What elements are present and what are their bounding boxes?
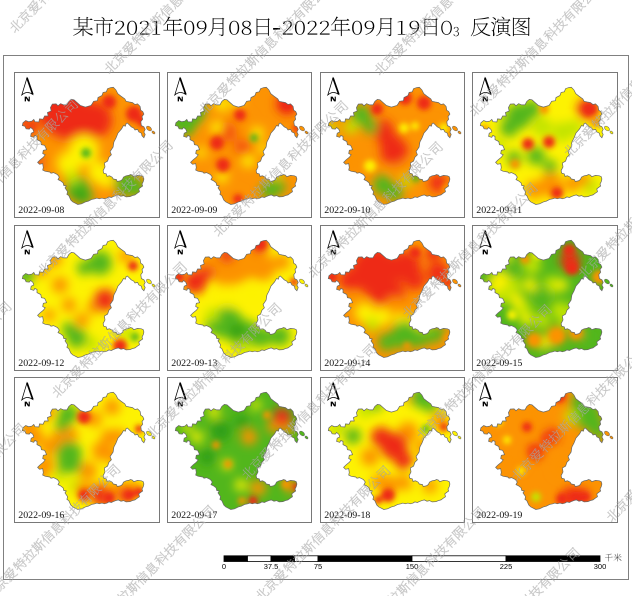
- svg-text:2022-09-15: 2022-09-15: [477, 358, 523, 369]
- svg-text:2022-09-19: 2022-09-19: [477, 510, 523, 521]
- svg-text:2022-09-13: 2022-09-13: [171, 358, 217, 369]
- svg-text:2022-09-14: 2022-09-14: [324, 358, 370, 369]
- svg-text:2022-09-17: 2022-09-17: [171, 510, 217, 521]
- svg-text:2022-09-09: 2022-09-09: [171, 205, 217, 216]
- svg-text:2022-09-12: 2022-09-12: [18, 358, 64, 369]
- svg-text:2022-09-16: 2022-09-16: [18, 510, 64, 521]
- svg-text:2022-09-11: 2022-09-11: [477, 205, 523, 216]
- svg-text:2022-09-18: 2022-09-18: [324, 510, 370, 521]
- svg-text:2022-09-08: 2022-09-08: [18, 205, 64, 216]
- svg-text:2022-09-10: 2022-09-10: [324, 205, 370, 216]
